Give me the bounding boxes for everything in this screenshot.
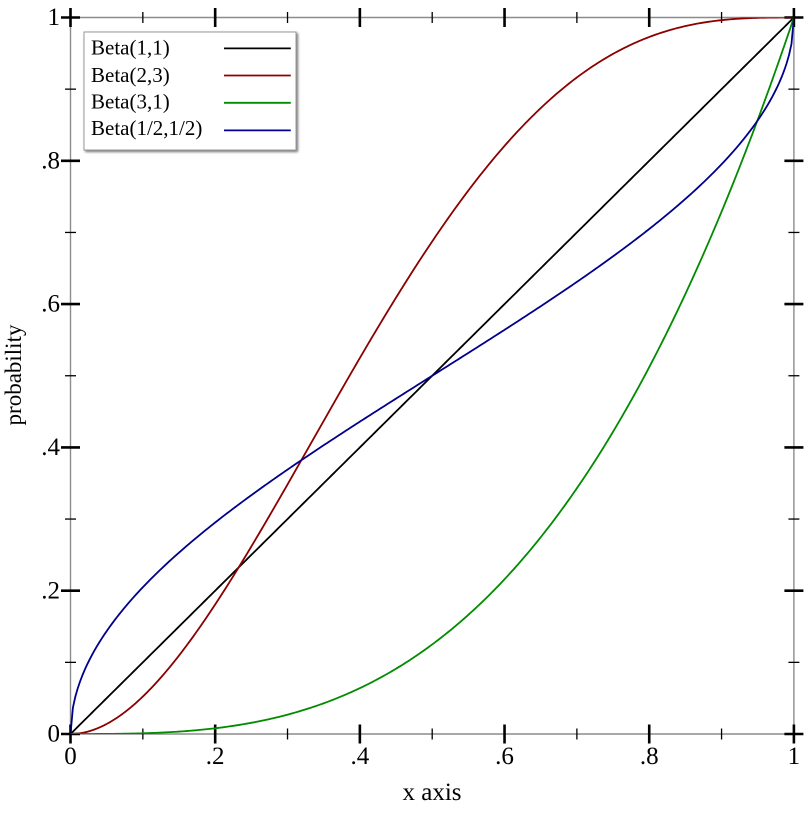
svg-text:Beta(3,1): Beta(3,1) xyxy=(91,90,170,114)
svg-text:.8: .8 xyxy=(640,743,659,770)
svg-text:Beta(2,3): Beta(2,3) xyxy=(91,63,170,87)
svg-text:.2: .2 xyxy=(206,743,225,770)
svg-text:0: 0 xyxy=(48,721,61,748)
svg-text:x axis: x axis xyxy=(402,779,461,806)
svg-text:1: 1 xyxy=(48,4,61,31)
svg-text:.4: .4 xyxy=(350,743,369,770)
svg-text:.2: .2 xyxy=(41,577,60,604)
svg-text:probability: probability xyxy=(1,324,26,425)
svg-text:.6: .6 xyxy=(41,291,60,318)
svg-text:0: 0 xyxy=(64,743,77,770)
svg-text:Beta(1,1): Beta(1,1) xyxy=(91,36,170,60)
svg-text:.4: .4 xyxy=(41,434,60,461)
svg-text:.6: .6 xyxy=(495,743,514,770)
svg-text:Beta(1/2,1/2): Beta(1/2,1/2) xyxy=(91,116,202,140)
svg-text:1: 1 xyxy=(788,743,801,770)
svg-text:.8: .8 xyxy=(41,147,60,174)
